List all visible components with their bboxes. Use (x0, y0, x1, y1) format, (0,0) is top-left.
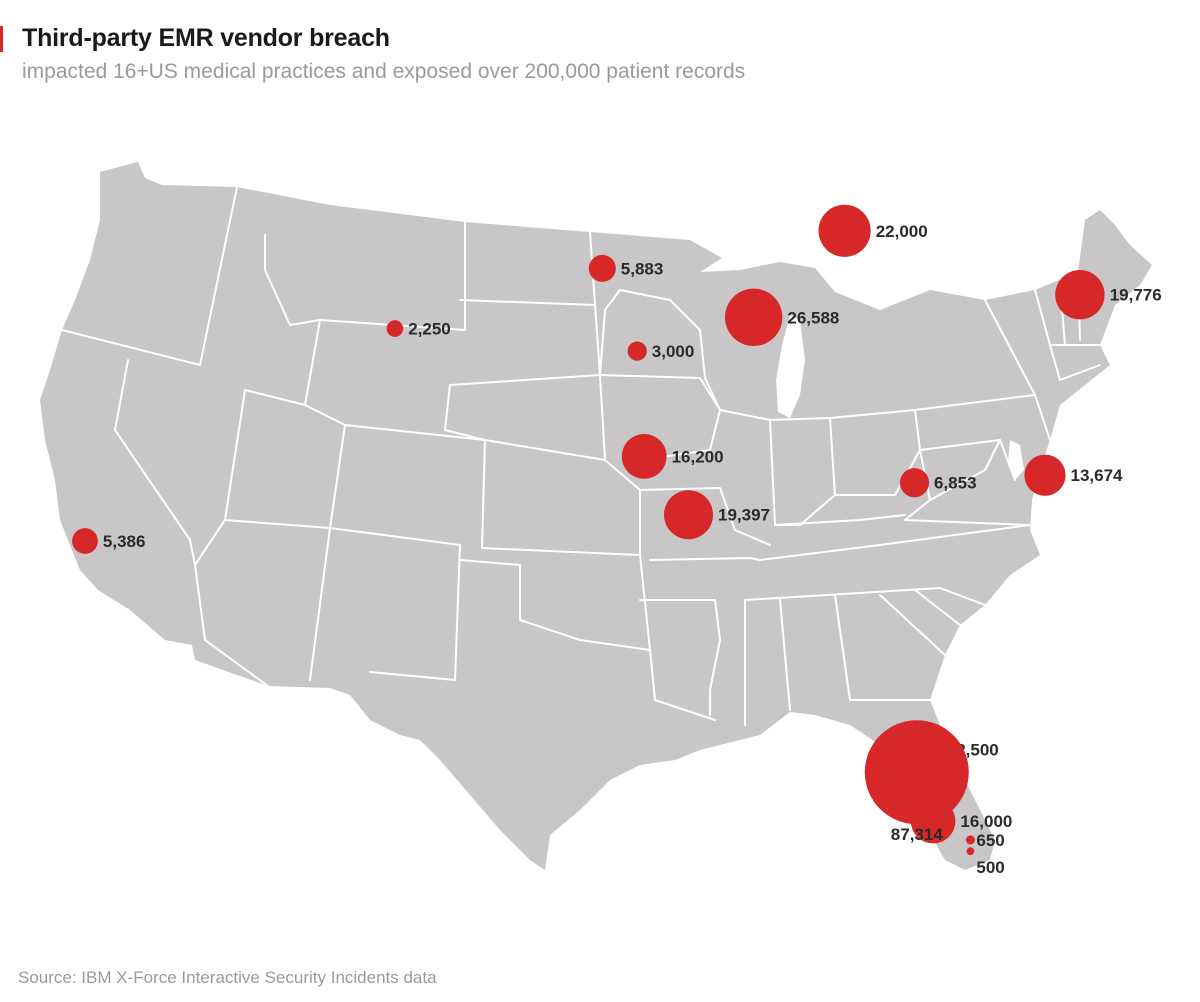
breach-label-9: 16,200 (672, 447, 724, 466)
breach-label-13: 650 (976, 831, 1004, 850)
chart-subtitle: impacted 16+US medical practices and exp… (22, 60, 746, 83)
title-accent-bar (0, 26, 3, 52)
breach-label-6: 5,386 (103, 532, 146, 551)
breach-marker-2 (725, 288, 783, 346)
breach-marker-15 (864, 720, 969, 825)
breach-marker-0 (818, 204, 871, 257)
breach-label-12: 16,000 (960, 812, 1012, 831)
breach-marker-14 (966, 847, 975, 856)
breach-label-4: 3,000 (652, 342, 695, 361)
breach-marker-7 (899, 468, 930, 498)
breach-marker-8 (1024, 454, 1066, 496)
breach-label-5: 2,250 (408, 320, 451, 339)
breach-label-2: 26,588 (787, 308, 839, 327)
chart-title: Third-party EMR vendor breach (22, 24, 390, 52)
breach-label-8: 13,674 (1071, 466, 1124, 485)
breach-marker-9 (621, 434, 667, 479)
breach-marker-5 (386, 320, 404, 337)
breach-label-1: 19,776 (1110, 286, 1162, 305)
breach-label-11: 2,500 (956, 741, 999, 760)
breach-label-3: 5,883 (621, 259, 664, 278)
breach-label-10: 19,397 (718, 506, 770, 525)
breach-marker-3 (588, 254, 616, 282)
breach-marker-6 (72, 528, 98, 554)
breach-label-7: 6,853 (934, 474, 977, 493)
breach-label-14: 500 (976, 858, 1004, 877)
lake-michigan (776, 315, 805, 418)
state-borders (61, 186, 1101, 726)
breach-marker-1 (1055, 270, 1105, 320)
marker-layer: 22,000 19,776 26,588 5,883 3,000 2,250 5,386 6,… (72, 204, 1162, 877)
breach-marker-4 (627, 341, 647, 361)
source-note: Source: IBM X-Force Interactive Security… (18, 968, 437, 987)
breach-label-15: 87,314 (891, 825, 944, 844)
us-landmass (40, 162, 1152, 870)
breach-marker-10 (664, 490, 713, 540)
breach-marker-13 (965, 835, 975, 845)
breach-label-0: 22,000 (876, 222, 928, 241)
